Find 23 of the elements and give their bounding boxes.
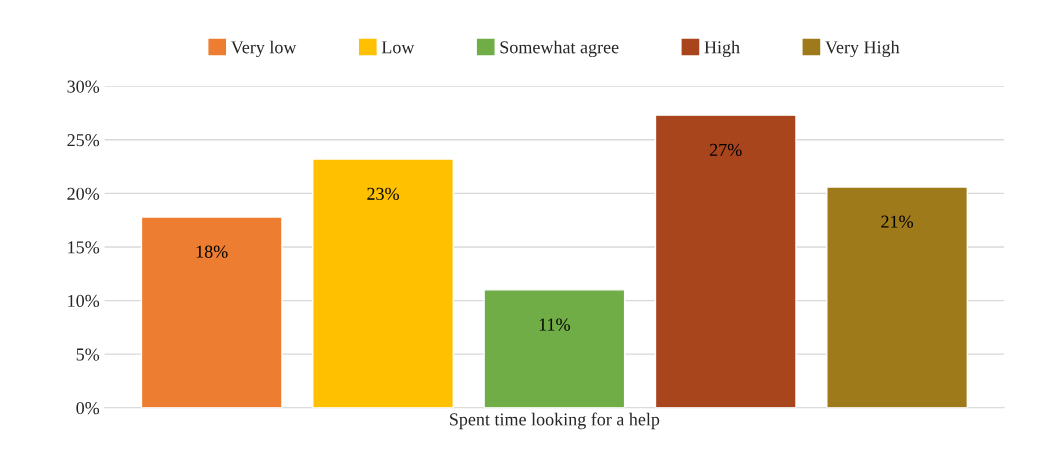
- data-label: 21%: [881, 215, 913, 228]
- bar: [826, 186, 969, 408]
- bar: [483, 289, 626, 408]
- legend-label: Low: [381, 41, 415, 54]
- data-label: 23%: [367, 187, 399, 200]
- data-label: 27%: [709, 143, 742, 156]
- y-tick-label: 30%: [67, 80, 100, 93]
- legend-label: High: [704, 40, 740, 58]
- y-tick-label: 0%: [76, 402, 100, 415]
- y-tick-label: 10%: [68, 294, 100, 308]
- bar: [140, 216, 283, 408]
- bar: [654, 114, 797, 408]
- x-tick-label: Spent time looking for a help: [450, 412, 660, 430]
- legend-label: Somewhat agree: [500, 40, 619, 58]
- y-tick-label: 25%: [67, 134, 100, 147]
- y-tick-label: 15%: [68, 241, 100, 254]
- legend-label: Very High: [825, 40, 900, 58]
- legend-label: Very low: [230, 40, 297, 58]
- y-tick-label: 5%: [76, 348, 100, 361]
- y-tick-label: 20%: [67, 187, 100, 200]
- data-label: 18%: [196, 245, 228, 258]
- bar: [312, 158, 454, 408]
- data-label: 11%: [539, 318, 570, 331]
